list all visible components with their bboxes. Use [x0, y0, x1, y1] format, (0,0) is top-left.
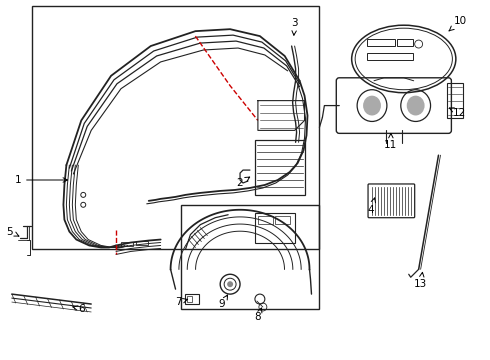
- Text: 11: 11: [384, 134, 397, 150]
- Text: 3: 3: [291, 18, 298, 35]
- Text: 6: 6: [73, 304, 85, 314]
- Ellipse shape: [407, 96, 425, 116]
- Text: 10: 10: [449, 16, 467, 31]
- Bar: [397, 39, 413, 46]
- Bar: [258, 216, 273, 224]
- Bar: [136, 240, 148, 246]
- Bar: [367, 53, 413, 60]
- Text: 1: 1: [14, 175, 68, 185]
- Bar: [188, 296, 193, 302]
- Bar: [255, 213, 294, 243]
- Bar: [185, 294, 199, 304]
- Bar: [275, 216, 290, 224]
- Bar: [367, 39, 395, 46]
- Text: 5: 5: [6, 226, 19, 237]
- Bar: [180, 205, 319, 309]
- Text: 13: 13: [414, 273, 427, 289]
- Bar: [255, 140, 305, 195]
- Text: 2: 2: [237, 177, 249, 188]
- Text: 7: 7: [175, 297, 188, 307]
- Circle shape: [227, 281, 233, 287]
- Text: 8: 8: [255, 308, 262, 322]
- Text: 12: 12: [449, 108, 466, 117]
- Bar: [447, 83, 464, 118]
- Text: 4: 4: [368, 198, 375, 215]
- Ellipse shape: [363, 96, 381, 116]
- Bar: [121, 242, 133, 247]
- Text: 9: 9: [219, 295, 227, 309]
- Bar: [32, 6, 319, 249]
